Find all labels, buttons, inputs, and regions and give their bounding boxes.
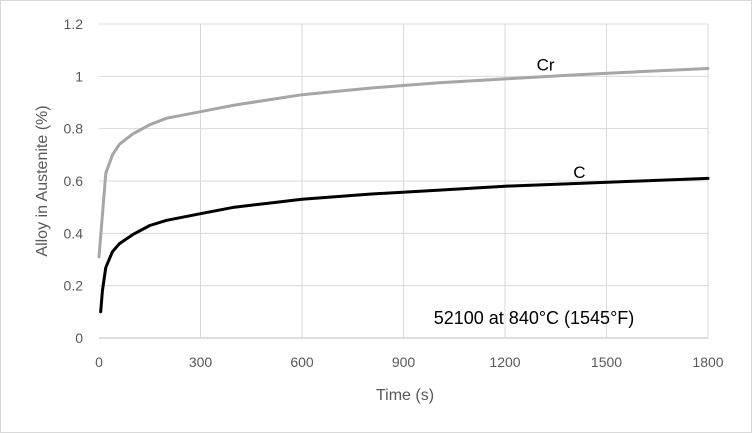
y-tick-label: 0 (75, 330, 83, 346)
x-tick-label: 1500 (591, 354, 622, 370)
x-tick-label: 0 (95, 354, 103, 370)
y-axis-title: Alloy in Austenite (%) (34, 105, 51, 256)
x-tick-label: 1200 (489, 354, 520, 370)
y-tick-label: 0.4 (64, 225, 84, 241)
series-label-cr: Cr (537, 56, 555, 75)
x-tick-label: 1800 (692, 354, 723, 370)
y-tick-label: 1.2 (64, 16, 84, 32)
y-tick-label: 0.8 (64, 121, 84, 137)
x-tick-label: 300 (189, 354, 213, 370)
chart-annotation: 52100 at 840°C (1545°F) (434, 308, 635, 328)
series-labels: Cr C (537, 56, 586, 182)
y-tick-label: 0.2 (64, 278, 84, 294)
series-line-c (99, 176, 710, 314)
x-tick-label: 600 (290, 354, 314, 370)
y-tick-labels: 0 0.2 0.4 0.6 0.8 1 1.2 (64, 16, 84, 346)
x-tick-label: 900 (392, 354, 416, 370)
y-tick-label: 0.6 (64, 173, 84, 189)
series-line-cr (97, 67, 710, 259)
gridlines (99, 23, 709, 339)
x-axis-title: Time (s) (376, 387, 434, 404)
series-label-c: C (573, 163, 585, 182)
x-tick-labels: 0 300 600 900 1200 1500 1800 (95, 354, 724, 370)
y-tick-label: 1 (75, 68, 83, 84)
series-lines (97, 67, 710, 314)
